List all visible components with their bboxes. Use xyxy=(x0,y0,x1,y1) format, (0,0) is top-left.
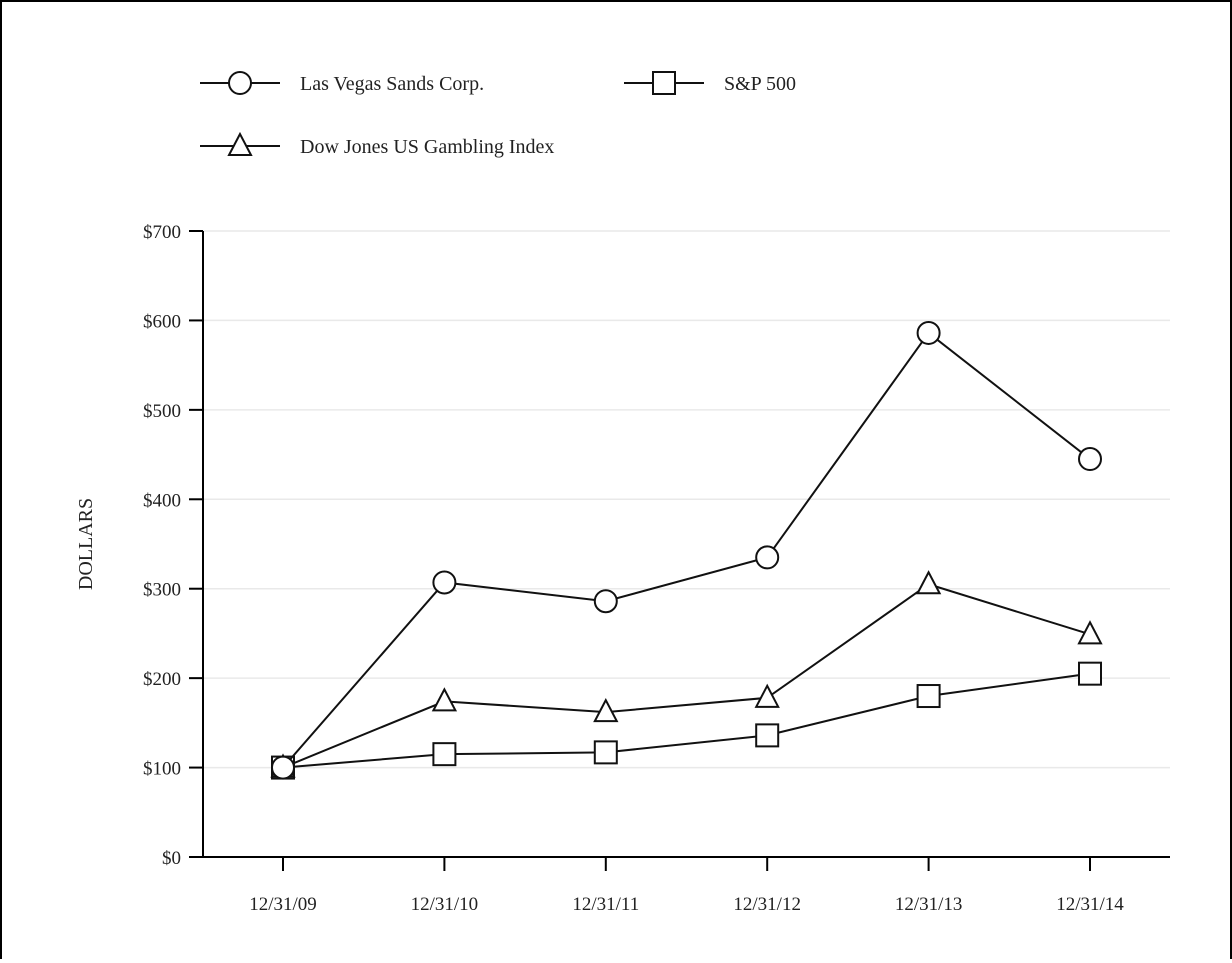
x-tick-label: 12/31/13 xyxy=(895,894,963,915)
y-tick-label: $0 xyxy=(162,848,181,869)
legend-item: Dow Jones US Gambling Index xyxy=(200,131,554,158)
y-tick-label: $200 xyxy=(143,669,181,690)
y-tick-label: $300 xyxy=(143,580,181,601)
data-point xyxy=(432,742,457,767)
legend-label: S&P 500 xyxy=(724,73,796,95)
series-line xyxy=(282,583,1091,769)
y-tick-label: $400 xyxy=(143,490,181,511)
data-point xyxy=(271,755,295,780)
grid-lines xyxy=(203,230,1170,769)
data-point xyxy=(916,320,941,345)
data-point xyxy=(755,545,780,570)
series-circle xyxy=(271,320,1102,780)
legend-label: Dow Jones US Gambling Index xyxy=(300,136,554,158)
data-point xyxy=(593,589,618,614)
x-axis-ticks: 12/31/09 12/31/10 12/31/11 12/31/12 12/31/13… xyxy=(249,857,1124,915)
data-point xyxy=(432,570,457,595)
data-point xyxy=(755,723,780,748)
data-point xyxy=(754,683,780,708)
x-tick-label: 12/31/10 xyxy=(411,894,479,915)
legend-marker-circle xyxy=(228,71,252,95)
data-point xyxy=(593,740,618,765)
legend-label: Las Vegas Sands Corp. xyxy=(300,73,484,95)
y-axis-label: DOLLARS xyxy=(75,498,97,590)
series-line xyxy=(282,672,1091,769)
x-tick-label: 12/31/11 xyxy=(572,894,639,915)
y-axis-ticks: $0 $100 $200 $300 $400 $500 $600 $700 xyxy=(143,222,203,869)
x-tick-label: 12/31/12 xyxy=(733,894,801,915)
data-point xyxy=(916,684,941,709)
y-tick-label: $500 xyxy=(143,401,181,422)
y-tick-label: $700 xyxy=(143,222,181,243)
x-tick-label: 12/31/14 xyxy=(1056,894,1124,915)
data-point xyxy=(431,687,458,712)
series-triangle xyxy=(270,570,1103,778)
series-line xyxy=(282,331,1091,769)
data-point xyxy=(593,697,619,723)
y-tick-label: $600 xyxy=(143,311,181,332)
legend-item: S&P 500 xyxy=(624,71,796,95)
data-point xyxy=(915,570,942,595)
data-point xyxy=(1078,661,1102,686)
series-group xyxy=(270,320,1103,780)
legend-marker-triangle xyxy=(227,131,253,156)
data-point xyxy=(1077,620,1103,645)
legend-item: Las Vegas Sands Corp. xyxy=(200,71,484,95)
legend-marker-square xyxy=(652,71,676,95)
data-point xyxy=(1078,447,1102,472)
axes xyxy=(202,231,1170,858)
x-tick-label: 12/31/09 xyxy=(249,894,317,915)
y-tick-label: $100 xyxy=(143,759,181,780)
legend: Las Vegas Sands Corp. S&P 500 Dow Jones US… xyxy=(200,71,796,158)
